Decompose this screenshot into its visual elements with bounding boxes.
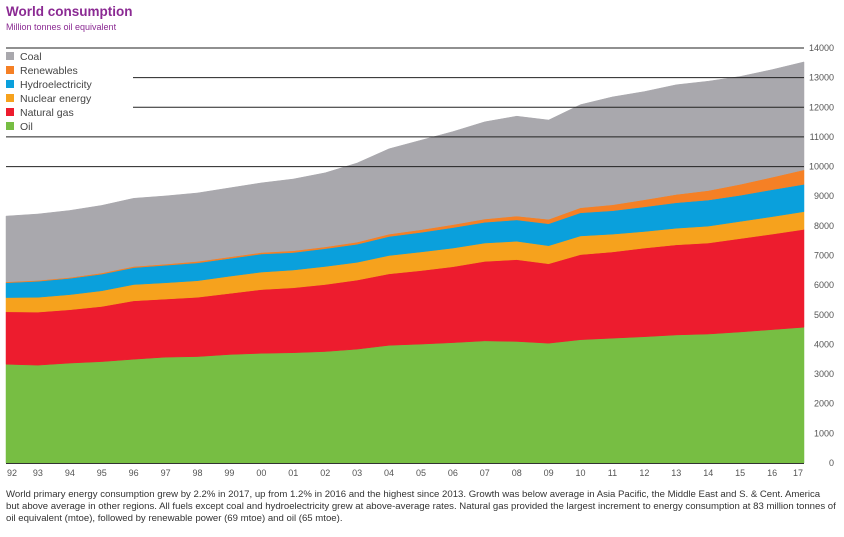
legend-label: Hydroelectricity <box>20 79 93 91</box>
x-tick-label: 94 <box>65 468 75 478</box>
x-tick-label: 92 <box>7 468 17 478</box>
x-tick-label: 03 <box>352 468 362 478</box>
y-tick-label: 13000 <box>809 73 834 83</box>
x-tick-label: 93 <box>33 468 43 478</box>
legend-swatch <box>6 52 14 60</box>
x-tick-label: 15 <box>735 468 745 478</box>
legend-item: Oil <box>6 121 33 133</box>
legend-item: Natural gas <box>6 107 74 119</box>
x-tick-label: 08 <box>512 468 522 478</box>
legend-swatch <box>6 80 14 88</box>
x-tick-label: 11 <box>608 468 617 478</box>
legend-item: Nuclear energy <box>6 93 92 105</box>
x-tick-label: 06 <box>448 468 458 478</box>
y-tick-label: 5000 <box>814 310 834 320</box>
x-tick-label: 01 <box>288 468 298 478</box>
legend-swatch <box>6 66 14 74</box>
legend-swatch <box>6 108 14 116</box>
x-tick-label: 04 <box>384 468 394 478</box>
legend-swatch <box>6 94 14 102</box>
x-tick-label: 00 <box>256 468 266 478</box>
x-axis-ticks: 92 93 94 95 96 97 98 99 00 01 02 03 04 05 06 07 08 09 10 11… <box>7 468 803 478</box>
legend-label: Natural gas <box>20 107 74 119</box>
legend-label: Oil <box>20 121 33 133</box>
legend-label: Coal <box>20 51 42 63</box>
x-tick-label: 12 <box>639 468 649 478</box>
gridlines <box>6 47 804 464</box>
chart-title: World consumption <box>6 4 133 19</box>
x-tick-label: 07 <box>480 468 490 478</box>
y-tick-label: 9000 <box>814 191 834 201</box>
y-tick-label: 3000 <box>814 369 834 379</box>
x-tick-label: 14 <box>703 468 713 478</box>
y-tick-label: 10000 <box>809 162 834 172</box>
x-tick-label: 16 <box>767 468 777 478</box>
y-tick-label: 2000 <box>814 399 834 409</box>
y-tick-label: 0 <box>829 458 834 468</box>
y-tick-label: 4000 <box>814 339 834 349</box>
y-tick-label: 12000 <box>809 102 834 112</box>
legend-item: Hydroelectricity <box>6 79 93 91</box>
x-tick-label: 95 <box>97 468 107 478</box>
legend-label: Renewables <box>20 65 78 77</box>
y-tick-label: 1000 <box>814 428 834 438</box>
x-tick-label: 97 <box>161 468 171 478</box>
y-tick-label: 11000 <box>810 132 834 142</box>
x-tick-label: 96 <box>129 468 139 478</box>
legend: Coal Renewables Hydroelectricity Nuclear en… <box>6 51 93 133</box>
stacked-area-chart: Coal Renewables Hydroelectricity Nuclear en… <box>5 43 834 478</box>
y-tick-label: 14000 <box>809 43 834 53</box>
x-tick-label: 99 <box>224 468 234 478</box>
x-tick-label: 02 <box>320 468 330 478</box>
y-tick-label: 7000 <box>814 251 834 261</box>
legend-item: Renewables <box>6 65 78 77</box>
area-coal <box>5 61 805 283</box>
legend-item: Coal <box>6 51 42 63</box>
y-axis-ticks: 0 1000 2000 3000 4000 5000 6000 7000 8000 9000 100… <box>809 43 834 468</box>
legend-label: Nuclear energy <box>20 93 92 105</box>
x-tick-label: 17 <box>793 468 803 478</box>
x-tick-label: 98 <box>193 468 203 478</box>
x-tick-label: 09 <box>544 468 554 478</box>
chart-caption: World primary energy consumption grew by… <box>6 489 836 525</box>
x-tick-label: 13 <box>671 468 681 478</box>
y-tick-label: 8000 <box>814 221 834 231</box>
x-tick-label: 05 <box>416 468 426 478</box>
area-layers <box>5 61 805 464</box>
legend-swatch <box>6 122 14 130</box>
y-tick-label: 6000 <box>814 280 834 290</box>
chart-subtitle: Million tonnes oil equivalent <box>6 22 117 32</box>
x-tick-label: 10 <box>576 468 586 478</box>
